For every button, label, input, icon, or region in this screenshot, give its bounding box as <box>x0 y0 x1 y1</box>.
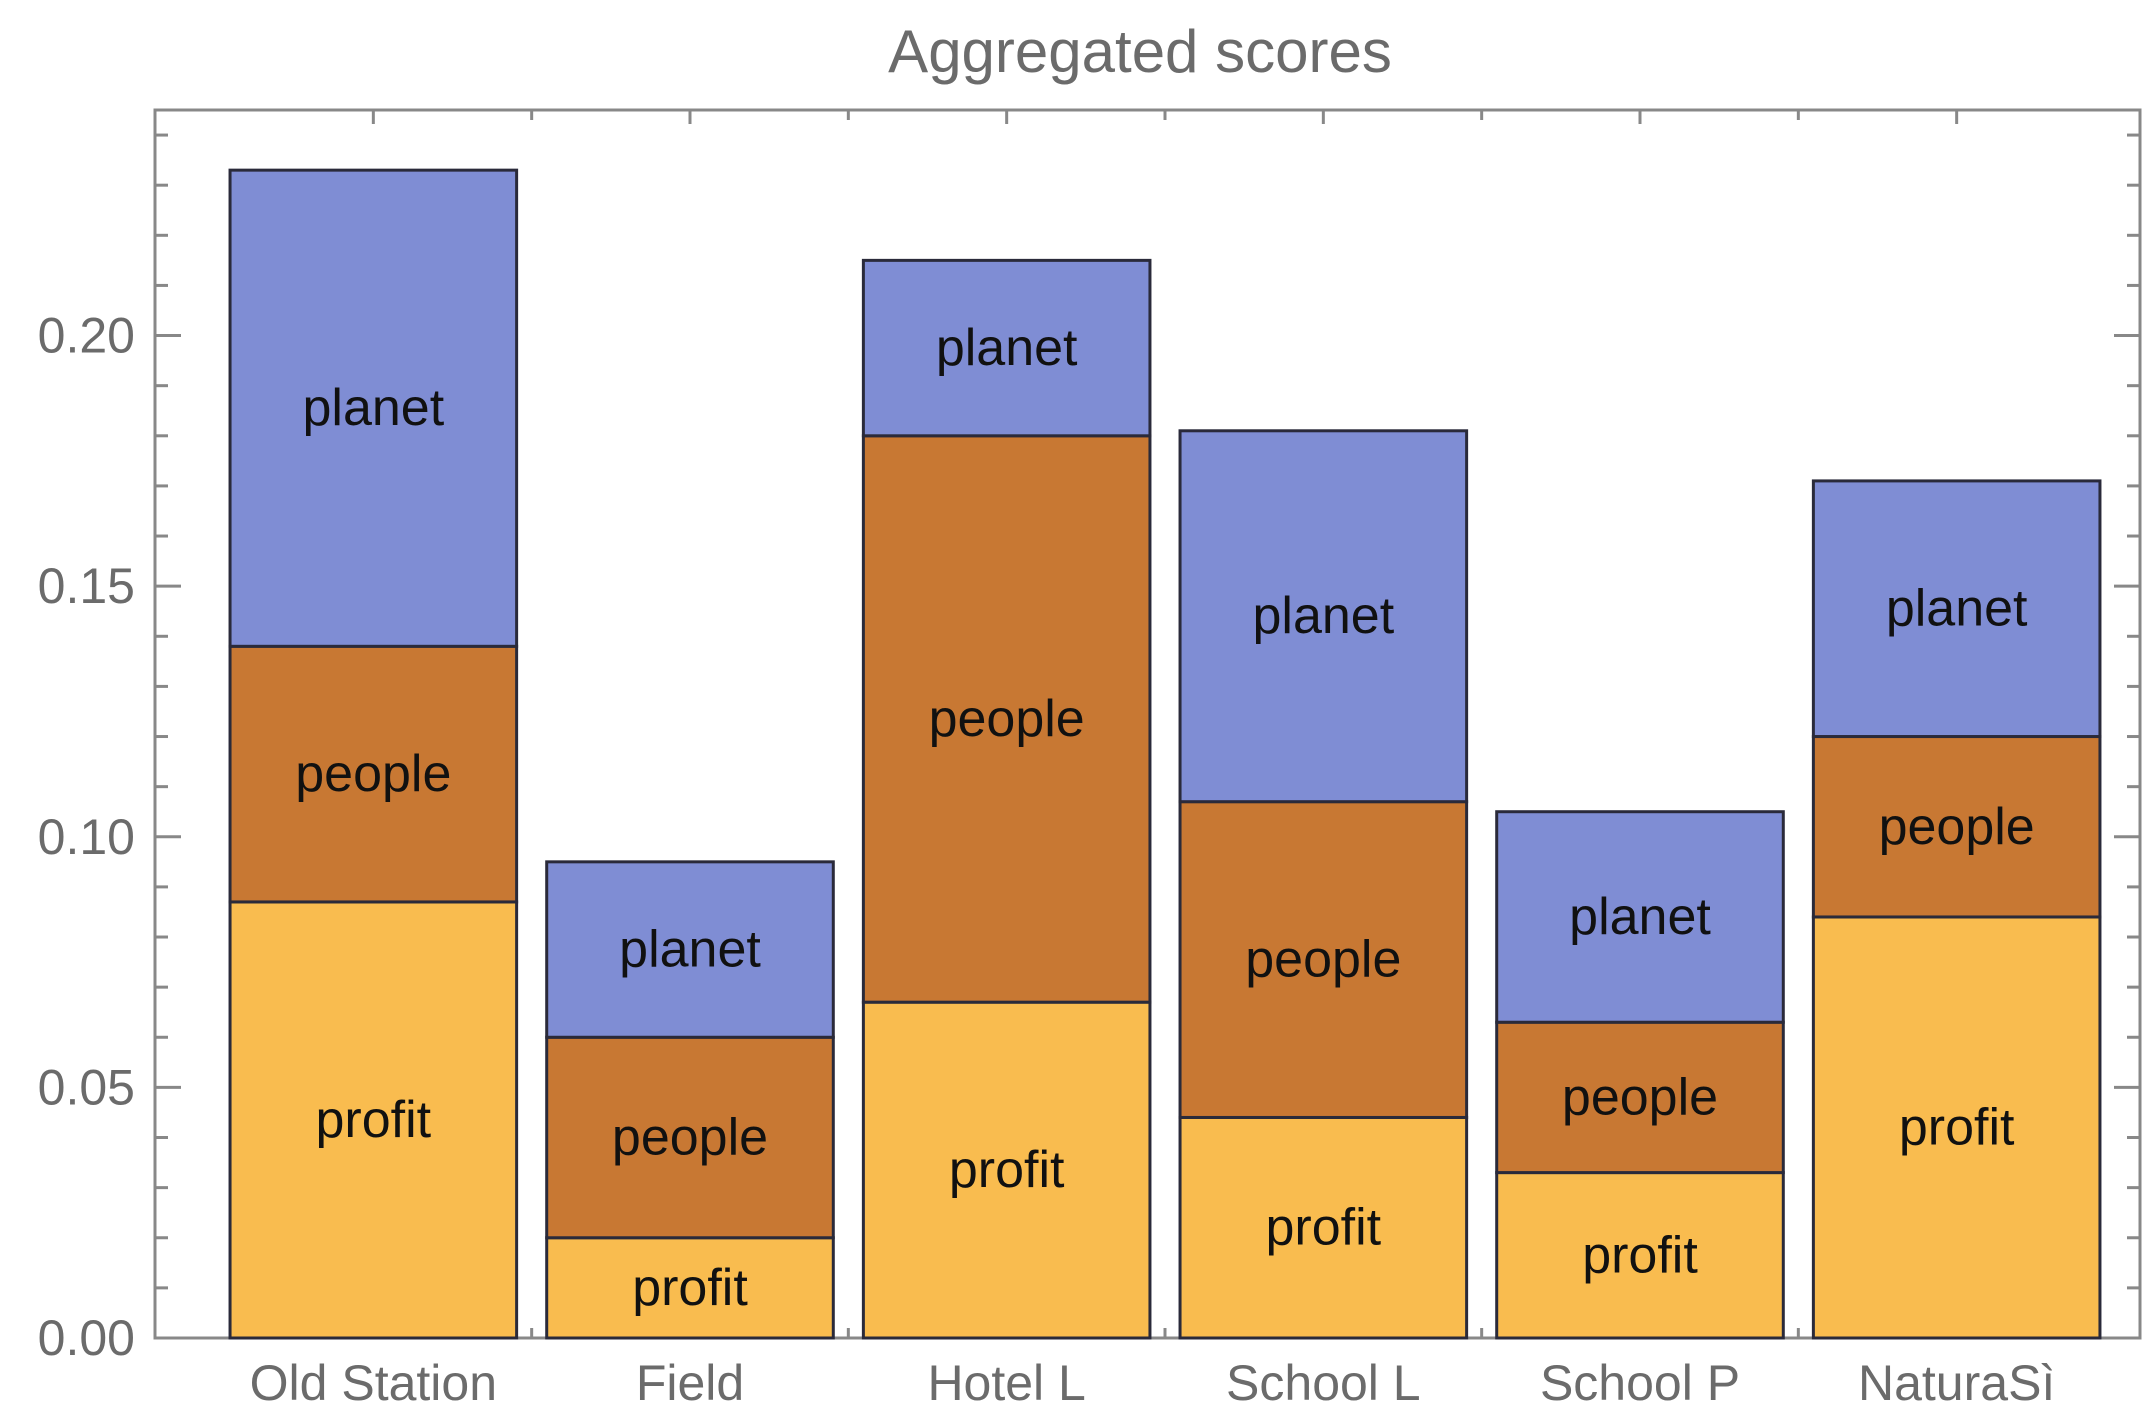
y-tick-label: 0.00 <box>38 1310 135 1366</box>
bar-segment-profit <box>1178 1115 1469 1340</box>
x-tick-label: Hotel L <box>927 1355 1085 1411</box>
segment-label-planet: planet <box>1886 580 2028 638</box>
bar-segment-profit <box>228 900 519 1340</box>
segment-label-people: people <box>612 1109 768 1167</box>
y-tick-label: 0.10 <box>38 809 135 865</box>
chart-title: Aggregated scores <box>888 18 1392 85</box>
x-tick-label: Field <box>636 1355 744 1411</box>
bar-segment-planet <box>545 860 835 1039</box>
segment-label-profit: profit <box>949 1141 1065 1199</box>
x-tick-label: NaturaSì <box>1858 1355 2055 1411</box>
segment-label-people: people <box>1879 798 2035 856</box>
segment-labels: profit people planet profit people planet prof… <box>295 319 2034 1317</box>
bar-segment-people <box>545 1035 835 1240</box>
bar-segment-people <box>228 644 519 904</box>
segment-label-profit: profit <box>1582 1226 1698 1284</box>
x-tick-label: School L <box>1226 1355 1421 1411</box>
segment-label-people: people <box>1245 931 1401 989</box>
bar-segment-people <box>1178 800 1469 1119</box>
segment-label-profit: profit <box>1899 1098 2015 1156</box>
bar-segment-planet <box>1811 479 2102 739</box>
x-tick-label: School P <box>1540 1355 1740 1411</box>
segment-label-profit: profit <box>316 1091 432 1149</box>
segment-label-planet: planet <box>1252 587 1394 645</box>
y-tick-label: 0.05 <box>38 1059 135 1115</box>
x-tick-label: Old Station <box>250 1355 497 1411</box>
y-axis-labels: 0.00 0.05 0.10 0.15 0.20 <box>38 308 135 1366</box>
segment-label-profit: profit <box>632 1259 748 1317</box>
bar-segment-planet <box>1178 429 1469 804</box>
bar-segment-people <box>861 434 1152 1004</box>
y-tick-label: 0.20 <box>38 308 135 364</box>
segment-label-people: people <box>1562 1068 1718 1126</box>
segment-label-planet: planet <box>302 379 444 437</box>
bar-segment-people <box>1811 735 2102 919</box>
x-axis-labels: Old Station Field Hotel L School L School P N… <box>250 1355 2056 1411</box>
bar-segment-planet <box>1495 810 1785 1024</box>
bar-segment-people <box>1495 1020 1785 1175</box>
y-tick-label: 0.15 <box>38 558 135 614</box>
bars <box>228 168 2102 1340</box>
segment-label-people: people <box>295 745 451 803</box>
bar-segment-profit <box>545 1236 835 1340</box>
segment-label-planet: planet <box>936 319 1078 377</box>
bar-segment-planet <box>228 168 519 648</box>
segment-label-profit: profit <box>1266 1199 1382 1257</box>
segment-label-planet: planet <box>1569 888 1711 946</box>
segment-label-people: people <box>929 690 1085 748</box>
segment-label-planet: planet <box>619 921 761 979</box>
bar-segment-planet <box>861 258 1152 438</box>
axis-ticks <box>155 110 2140 1340</box>
